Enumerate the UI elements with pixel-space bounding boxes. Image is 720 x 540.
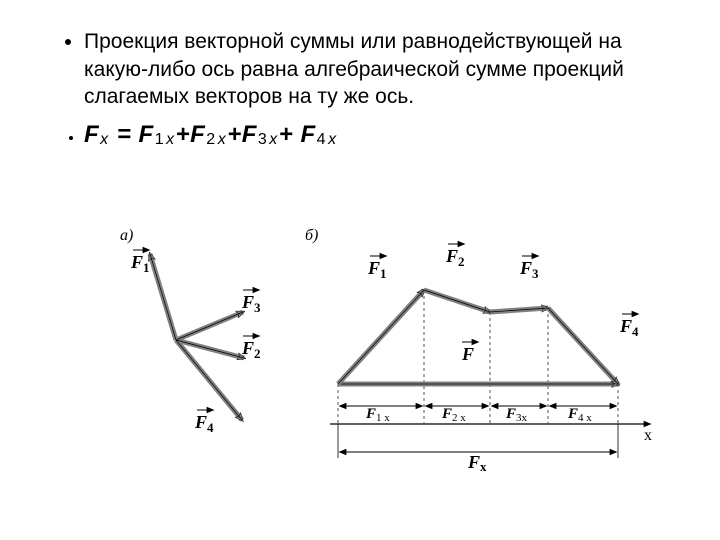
panel-a: а) F1 F3 F2 F4	[120, 227, 261, 435]
svg-text:Fx: Fx	[467, 452, 487, 474]
label-f3-b: F3	[519, 256, 539, 281]
x-axis-label: x	[644, 427, 652, 444]
label-f2-a: F2	[241, 336, 261, 361]
vector-diagram: а) F1 F3 F2 F4 б)	[90, 210, 660, 500]
svg-text:F2: F2	[241, 338, 261, 361]
svg-text:F: F	[461, 344, 474, 364]
svg-text:F4: F4	[194, 412, 214, 435]
paragraph-projection-rule: Проекция векторной суммы или равнодейств…	[84, 28, 680, 111]
force-polygon	[338, 290, 618, 384]
panel-b: б) x	[305, 227, 652, 474]
svg-text:F4: F4	[619, 316, 639, 339]
svg-text:F3x: F3x	[505, 406, 528, 424]
label-f1-a: F1	[130, 250, 150, 275]
label-F-b: F	[461, 342, 478, 364]
panel-b-label: б)	[305, 227, 318, 244]
panel-a-label: а)	[120, 227, 133, 244]
svg-text:F1: F1	[367, 258, 387, 281]
svg-text:F1 x: F1 x	[365, 406, 390, 424]
label-f3-a: F3	[241, 290, 261, 315]
svg-text:F4 x: F4 x	[567, 406, 592, 424]
label-f2-b: F2	[445, 244, 465, 269]
svg-text:F2 x: F2 x	[441, 406, 466, 424]
label-f4-a: F4	[194, 410, 214, 435]
svg-text:F3: F3	[519, 258, 539, 281]
svg-text:F3: F3	[241, 292, 261, 315]
fx-total-dimension: Fx	[338, 424, 618, 474]
svg-text:F2: F2	[445, 246, 465, 269]
projection-labels: F1 x F2 x F3x F4 x	[340, 406, 616, 424]
projection-formula: Fx = F1x+F2x+F3x+ F4x	[84, 121, 680, 149]
label-f1-b: F1	[367, 256, 387, 281]
svg-text:F1: F1	[130, 252, 150, 275]
label-f4-b: F4	[619, 314, 639, 339]
